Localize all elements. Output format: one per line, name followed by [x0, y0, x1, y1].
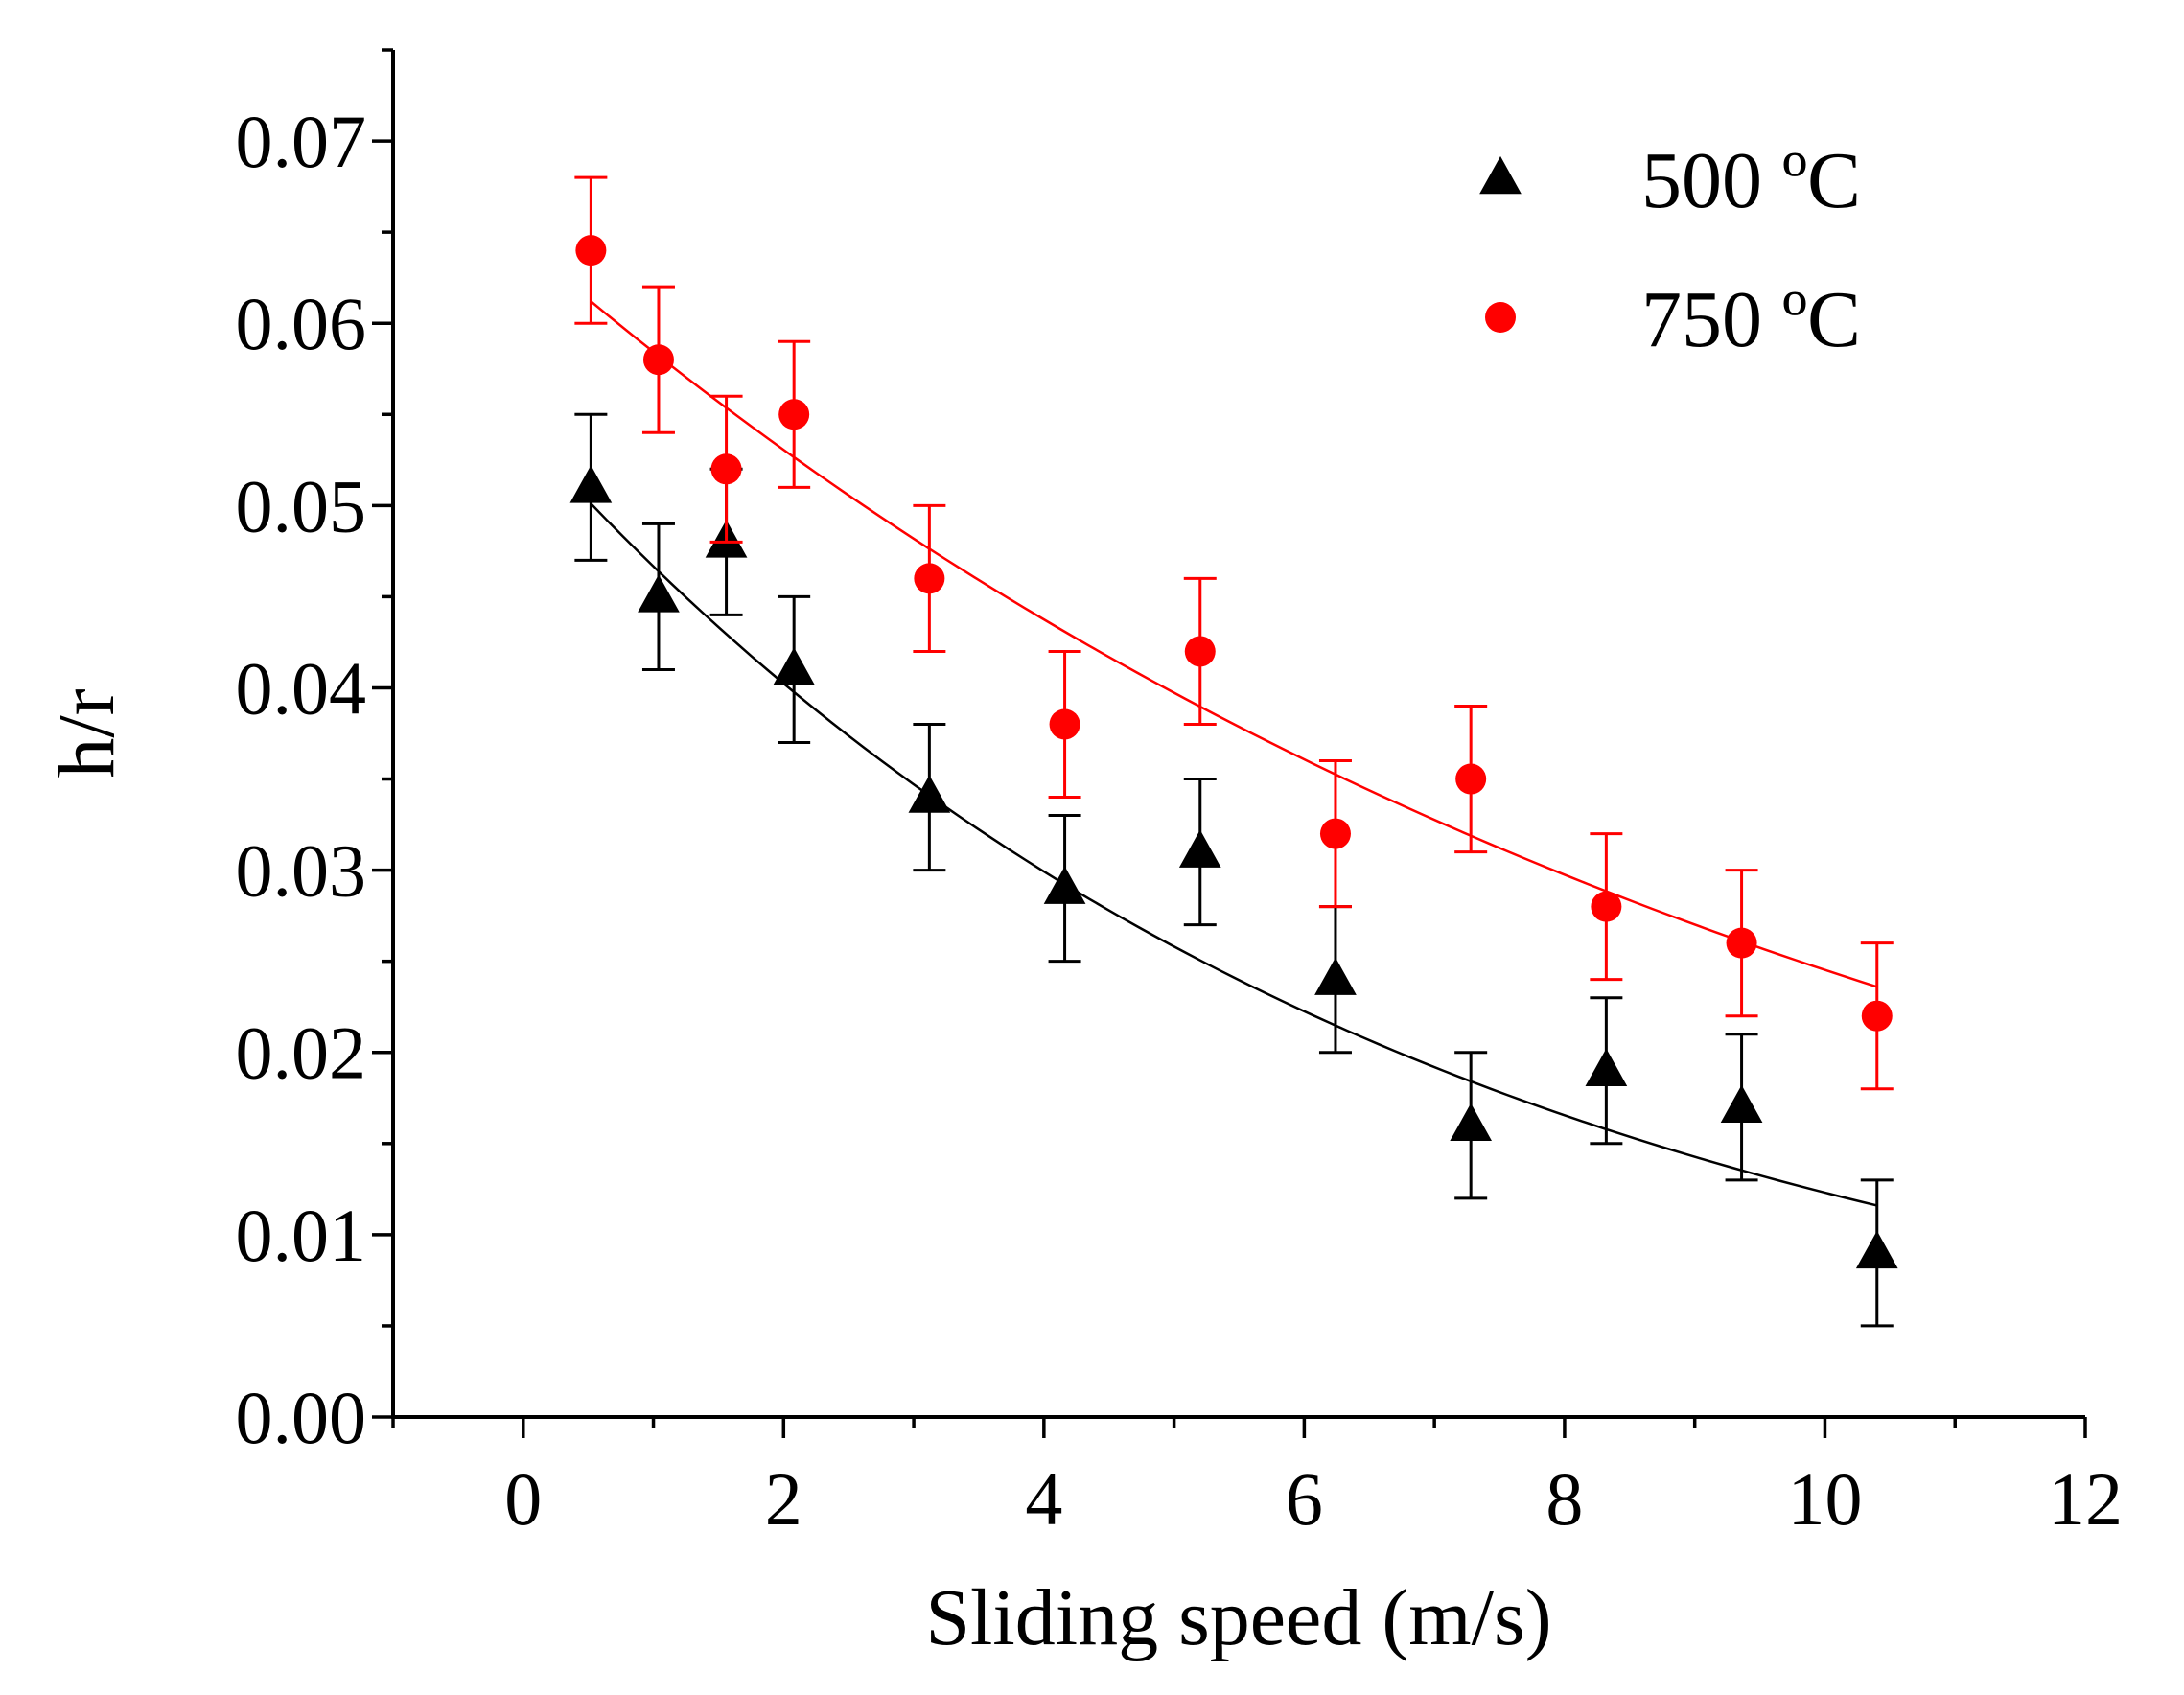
- y-tick-label: 0.06: [236, 282, 367, 365]
- legend-label: 750 ºC: [1641, 275, 1861, 364]
- y-tick-label: 0.05: [236, 464, 367, 547]
- y-tick-label: 0.01: [236, 1194, 367, 1277]
- y-tick-label: 0.04: [236, 646, 367, 730]
- series-500C: [569, 412, 1898, 1328]
- data-point: [1184, 636, 1216, 667]
- data-point: [1178, 829, 1221, 868]
- series-750C: [574, 175, 1894, 1091]
- data-point: [914, 563, 945, 594]
- x-axis-title: Sliding speed (m/s): [925, 1573, 1551, 1662]
- data-point: [908, 775, 951, 813]
- x-tick-label: 8: [1545, 1457, 1583, 1541]
- y-tick-label: 0.03: [236, 829, 367, 913]
- data-point: [1314, 957, 1357, 995]
- data-point: [710, 453, 742, 485]
- series: [569, 175, 1898, 1328]
- data-point: [1319, 818, 1351, 849]
- y-tick-label: 0.00: [236, 1376, 367, 1459]
- data-point: [1585, 1048, 1628, 1086]
- y-axis-title: h/r: [42, 688, 131, 778]
- y-tick-label: 0.07: [236, 100, 367, 183]
- legend-label: 500 ºC: [1641, 136, 1861, 225]
- data-point: [575, 235, 607, 267]
- data-point: [778, 399, 810, 430]
- y-axis-ticks: 0.00 0.01 0.02 0.03 0.04 0.05 0.06 0.07: [236, 48, 393, 1459]
- data-point: [1720, 1084, 1763, 1124]
- x-tick-label: 10: [1787, 1457, 1862, 1541]
- x-tick-label: 4: [1025, 1457, 1062, 1541]
- data-point: [1043, 866, 1086, 904]
- data-point: [1455, 763, 1487, 795]
- data-point: [569, 465, 613, 503]
- x-tick-label: 2: [765, 1457, 802, 1541]
- legend-marker: [1479, 155, 1522, 195]
- y-tick-label: 0.02: [236, 1011, 367, 1095]
- data-point: [1726, 927, 1757, 959]
- data-point: [773, 647, 816, 685]
- x-tick-label: 6: [1286, 1457, 1323, 1541]
- x-axis-ticks: 0 2 4 6 8 10 12: [391, 1417, 2123, 1541]
- fit-curve: [590, 502, 1878, 1207]
- data-point: [1450, 1103, 1493, 1142]
- axes: [391, 50, 2085, 1419]
- data-point: [1855, 1230, 1898, 1269]
- x-tick-label: 12: [2048, 1457, 2123, 1541]
- legend: 500 ºC 750 ºC: [1479, 136, 1861, 364]
- data-point: [638, 574, 680, 613]
- legend-marker: [1485, 302, 1516, 333]
- data-point: [642, 344, 674, 376]
- x-tick-label: 0: [504, 1457, 542, 1541]
- data-point: [1591, 891, 1622, 922]
- fit-curve: [590, 300, 1878, 988]
- data-point: [1049, 708, 1080, 740]
- data-point: [1861, 1000, 1893, 1032]
